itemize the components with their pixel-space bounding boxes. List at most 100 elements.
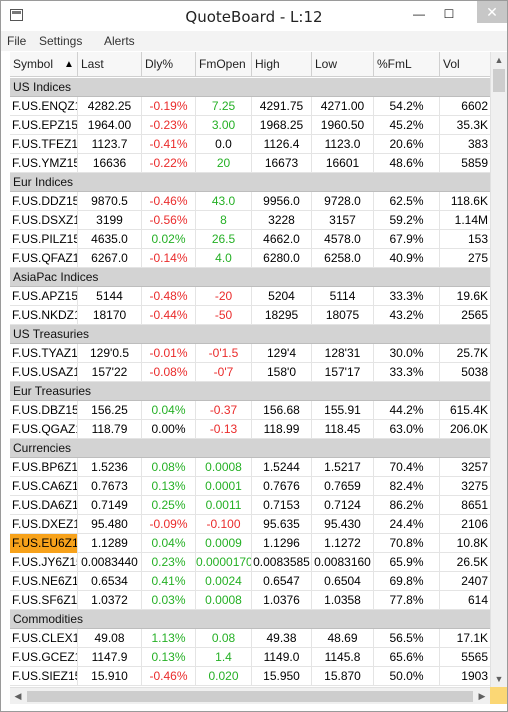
quote-row[interactable]: F.US.APZ15 5144 -0.48% -20 5204 5114 33.3% 19.6…: [10, 287, 490, 306]
cell-low: 1145.8: [312, 648, 374, 667]
quote-row[interactable]: F.US.DA6Z150.71490.25%0.00110.71530.7124…: [10, 496, 490, 515]
close-button[interactable]: ✕: [477, 1, 507, 23]
quote-row[interactable]: F.US.QFAZ156267.0-0.14%4.06280.06258.040…: [10, 249, 490, 268]
quote-row[interactable]: F.US.USAZ15157'22-0.08%-0'7158'0157'1733…: [10, 363, 490, 382]
quote-row[interactable]: F.US.CA6Z150.76730.13%0.00010.76760.7659…: [10, 477, 490, 496]
column-header-symbol[interactable]: Symbol ▲: [10, 52, 78, 77]
column-header-vol[interactable]: Vol: [443, 57, 460, 71]
quote-row[interactable]: F.US.DXEZ1595.480-0.09%-0.10095.63595.43…: [10, 515, 490, 534]
cell-fmopen: -0'1.5: [196, 344, 252, 363]
menu-file[interactable]: File: [7, 34, 27, 48]
vertical-scrollbar[interactable]: ▲ ▼: [490, 52, 507, 687]
group-header-row[interactable]: Eur Treasuries: [10, 382, 490, 401]
cell-dly: -0.19%: [142, 97, 196, 116]
column-header-dly[interactable]: Dly%: [142, 52, 196, 77]
group-header-row[interactable]: US Treasuries: [10, 325, 490, 344]
cell-fmopen: 0.0: [196, 135, 252, 154]
cell-dly: 1.13%: [142, 629, 196, 648]
horizontal-scrollbar[interactable]: ◀ ▶: [10, 687, 490, 704]
cell-fml: 86.2%: [374, 496, 440, 515]
cell-fmopen: 0.08: [196, 629, 252, 648]
cell-low: 1.0358: [312, 591, 374, 610]
cell-fmopen: -50: [196, 306, 252, 325]
quote-row[interactable]: F.US.NKDZ1518170-0.44%-50182951807543.2%…: [10, 306, 490, 325]
title-bar[interactable]: QuoteBoard - L:12 — ☐ ✕: [1, 1, 507, 31]
minimize-button[interactable]: —: [413, 7, 425, 21]
cell-last: 4635.0: [78, 230, 142, 249]
cell-high: 18295: [252, 306, 312, 325]
vertical-scroll-thumb[interactable]: [493, 69, 505, 92]
cell-fml: 33.3%: [374, 287, 440, 306]
cell-last: 95.480: [78, 515, 142, 534]
group-header-row[interactable]: Commodities: [10, 610, 490, 629]
scroll-up-arrow-icon[interactable]: ▲: [494, 55, 504, 65]
cell-dly: 0.08%: [142, 458, 196, 477]
quote-row[interactable]: F.US.YMZ15 16636 -0.22% 20 16673 16601 48.6% 58…: [10, 154, 490, 173]
column-header-fmopen[interactable]: FmOpen: [196, 52, 252, 77]
cell-vol: 1903: [461, 669, 488, 683]
quote-row[interactable]: F.US.EU6Z151.12890.04%0.00091.12961.1272…: [10, 534, 490, 553]
group-header-row[interactable]: US Indices: [10, 78, 490, 97]
group-header-row[interactable]: AsiaPac Indices: [10, 268, 490, 287]
cell-high: 16673: [252, 154, 312, 173]
column-header-high[interactable]: High: [252, 52, 312, 77]
cell-symbol: F.US.DA6Z15: [10, 496, 78, 515]
quote-row[interactable]: F.US.CLEX1549.081.13%0.0849.3848.6956.5%…: [10, 629, 490, 648]
cell-last: 0.7673: [78, 477, 142, 496]
cell-symbol: F.US.DDZ15: [10, 192, 78, 211]
cell-last: 156.25: [78, 401, 142, 420]
cell-low: 95.430: [312, 515, 374, 534]
cell-vol: 5038: [461, 365, 488, 379]
cell-fmopen: 0.0011: [196, 496, 252, 515]
column-header-low[interactable]: Low: [312, 52, 374, 77]
quote-row[interactable]: F.US.SIEZ15 15.910 -0.46% 0.020 15.950 15.870…: [10, 667, 490, 686]
cell-symbol: F.US.CA6Z15: [10, 477, 78, 496]
quote-row[interactable]: F.US.SF6Z15 1.0372 0.03% 0.0008 1.0376 1.0358…: [10, 591, 490, 610]
quote-row[interactable]: F.US.GCEZ151147.90.13%1.41149.01145.865.…: [10, 648, 490, 667]
quote-row[interactable]: F.US.TFEZ15 1123.7 -0.41% 0.0 1126.4 1123.0 20…: [10, 135, 490, 154]
quote-row[interactable]: F.US.JY6Z15 0.0083440 0.23% 0.0000170 0.0083…: [10, 553, 490, 572]
cell-low: 18075: [312, 306, 374, 325]
cell-vol: 1.14M: [454, 213, 488, 227]
group-header-row[interactable]: Currencies: [10, 439, 490, 458]
menu-settings[interactable]: Settings: [39, 34, 83, 48]
quote-row[interactable]: F.US.QGAZ15118.790.00%-0.13118.99118.456…: [10, 420, 490, 439]
scroll-down-arrow-icon[interactable]: ▼: [494, 674, 504, 684]
quote-row[interactable]: F.US.ENQZ154282.25-0.19%7.254291.754271.…: [10, 97, 490, 116]
quote-row[interactable]: F.US.DDZ15 9870.5 -0.46% 43.0 9956.0 9728.0 62…: [10, 192, 490, 211]
cell-fmopen: 0.0009: [196, 534, 252, 553]
cell-symbol: F.US.GCEZ15: [10, 648, 78, 667]
scroll-right-arrow-icon[interactable]: ▶: [478, 691, 486, 701]
cell-last: 15.910: [78, 667, 142, 686]
quote-row[interactable]: F.US.DBZ15 156.25 0.04% -0.37 156.68 155.91 44…: [10, 401, 490, 420]
scroll-left-arrow-icon[interactable]: ◀: [14, 691, 22, 701]
quote-row[interactable]: F.US.BP6Z15 1.5236 0.08% 0.0008 1.5244 1.5217…: [10, 458, 490, 477]
cell-fmopen: 43.0: [196, 192, 252, 211]
menu-alerts[interactable]: Alerts: [104, 34, 135, 48]
cell-last: 4282.25: [78, 97, 142, 116]
maximize-button[interactable]: ☐: [443, 7, 455, 21]
column-header-fml[interactable]: %FmL: [374, 52, 440, 77]
app-window-icon[interactable]: [10, 9, 23, 21]
quote-row[interactable]: F.US.EPZ15 1964.00 -0.23% 3.00 1968.25 1960.5…: [10, 116, 490, 135]
cell-low: 0.7659: [312, 477, 374, 496]
group-header-row[interactable]: Eur Indices: [10, 173, 490, 192]
cell-fml: 62.5%: [374, 192, 440, 211]
quote-row[interactable]: F.US.NE6Z150.65340.41%0.00240.65470.6504…: [10, 572, 490, 591]
cell-symbol: F.US.PILZ15: [10, 230, 78, 249]
cell-last: 1.0372: [78, 591, 142, 610]
column-header-last[interactable]: Last: [78, 52, 142, 77]
cell-last: 9870.5: [78, 192, 142, 211]
cell-vol: 2407: [461, 574, 488, 588]
horizontal-scroll-thumb[interactable]: [27, 691, 473, 702]
sort-ascending-icon: ▲: [64, 59, 74, 70]
cell-symbol: F.US.ENQZ15: [10, 97, 78, 116]
cell-symbol: F.US.EPZ15: [10, 116, 78, 135]
cell-fml: 65.6%: [374, 648, 440, 667]
cell-fml: 33.3%: [374, 363, 440, 382]
quote-row[interactable]: F.US.TYAZ15 129'0.5 -0.01% -0'1.5 129'4 128'3…: [10, 344, 490, 363]
quote-row[interactable]: F.US.PILZ15 4635.0 0.02% 26.5 4662.0 4578.0 67…: [10, 230, 490, 249]
cell-dly: 0.23%: [142, 553, 196, 572]
